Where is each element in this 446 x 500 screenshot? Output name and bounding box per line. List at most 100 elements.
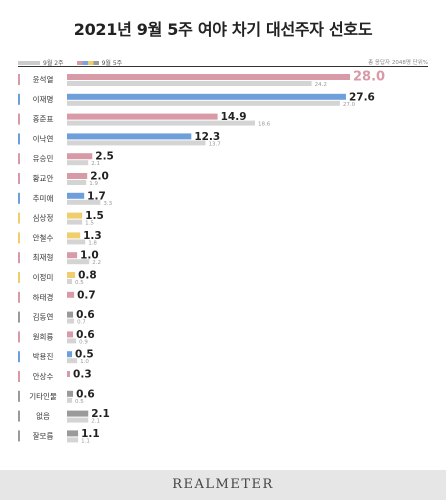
row-13-value-current: 0.6	[76, 329, 95, 341]
row-12-bar-previous	[67, 318, 75, 324]
row-17-value-previous: 2.1	[91, 419, 100, 425]
row-16-bar-current	[67, 390, 74, 397]
row-5-value-current: 2.0	[90, 171, 109, 183]
row-14-value-current: 0.5	[75, 349, 94, 361]
row-4-category-label: 유승민	[33, 153, 54, 163]
row-9-bar-previous	[67, 259, 90, 265]
row-18-bar-current	[67, 430, 79, 437]
row-14-value-previous: 1.0	[80, 359, 89, 365]
row-12-value-previous: 0.7	[77, 320, 86, 326]
row-3-value-previous: 13.7	[208, 141, 221, 147]
row-7-category-label: 심상정	[33, 213, 54, 223]
row-11-category-label: 하태경	[33, 292, 54, 302]
row-6-value-current: 1.7	[87, 190, 106, 202]
row-0-bar-previous	[67, 81, 312, 86]
respondent-note: 총 응답자 2048명 단위%	[368, 60, 428, 66]
row-13-value-previous: 0.9	[79, 339, 88, 345]
row-15-stripe	[18, 371, 20, 382]
row-13-category-label: 원희룡	[33, 331, 54, 341]
row-13-stripe	[18, 331, 20, 343]
row-11-stripe	[18, 291, 20, 303]
row-1-bar-previous	[67, 100, 340, 106]
row-7-stripe	[18, 212, 20, 224]
row-7-value-previous: 1.5	[85, 221, 94, 227]
row-12-value-current: 0.6	[76, 309, 95, 321]
row-15-bar-current	[67, 371, 71, 377]
row-8-stripe	[18, 232, 20, 244]
row-14-category-label: 박용진	[33, 351, 54, 361]
row-2-value-previous: 18.6	[258, 122, 271, 128]
row-3-bar-previous	[67, 140, 206, 146]
row-5-bar-previous	[67, 180, 87, 185]
row-9-bar-current	[67, 252, 78, 259]
row-3-value-current: 12.3	[194, 131, 220, 143]
chart-title: 2021년 9월 5주 여야 차기 대선주자 선호도	[73, 20, 373, 39]
row-12-bar-current	[67, 311, 74, 318]
row-17-stripe	[18, 410, 20, 422]
row-16-category-label: 기타인물	[29, 391, 57, 401]
row-17-value-current: 2.1	[91, 408, 110, 420]
row-9-stripe	[18, 252, 20, 264]
row-14-bar-previous	[67, 358, 78, 364]
row-17-category-label: 없음	[36, 412, 50, 421]
row-8-value-previous: 1.8	[88, 240, 97, 246]
row-18-value-current: 1.1	[81, 428, 100, 440]
footer-logo: REALMETER	[172, 477, 274, 492]
row-0-value-previous: 24.2	[315, 82, 327, 88]
row-8-category-label: 안철수	[33, 232, 54, 242]
row-1-stripe	[18, 93, 20, 105]
row-10-value-previous: 0.5	[75, 280, 84, 286]
row-3-bar-current	[67, 133, 192, 140]
row-14-bar-current	[67, 351, 73, 358]
row-5-category-label: 황교안	[33, 173, 54, 183]
row-8-value-current: 1.3	[83, 230, 102, 242]
row-1-category-label: 이재명	[33, 94, 54, 104]
row-17-bar-previous	[67, 417, 89, 423]
row-5-bar-current	[67, 173, 88, 179]
row-6-stripe	[18, 192, 20, 204]
row-6-bar-previous	[67, 199, 101, 205]
row-18-value-previous: 1.1	[81, 438, 90, 444]
row-0-value-current: 28.0	[353, 70, 385, 85]
row-3-category-label: 이낙연	[33, 133, 54, 143]
row-9-value-previous: 2.2	[92, 260, 101, 266]
row-11-bar-current	[67, 291, 75, 298]
legend-cur-label: 9월 5주	[101, 60, 123, 67]
row-2-bar-current	[67, 113, 218, 120]
row-10-bar-previous	[67, 279, 73, 284]
row-18-bar-previous	[67, 437, 79, 443]
row-15-value-current: 0.3	[73, 369, 92, 381]
row-10-category-label: 이정미	[33, 272, 54, 282]
row-2-stripe	[18, 113, 20, 125]
row-18-category-label: 잘모름	[33, 431, 54, 440]
row-4-bar-current	[67, 153, 93, 160]
row-9-category-label: 최재형	[33, 252, 54, 262]
row-6-bar-current	[67, 192, 85, 199]
row-4-bar-previous	[67, 160, 89, 166]
row-12-category-label: 김동연	[33, 312, 54, 322]
row-5-stripe	[18, 173, 20, 184]
row-1-value-previous: 27.0	[343, 102, 356, 108]
row-4-stripe	[18, 153, 20, 165]
row-13-bar-previous	[67, 338, 77, 344]
row-10-stripe	[18, 272, 20, 283]
row-8-bar-previous	[67, 239, 86, 245]
row-1-value-current: 27.6	[349, 91, 375, 103]
row-12-stripe	[18, 311, 20, 323]
legend-prev-label: 9월 2주	[43, 60, 64, 67]
row-9-value-current: 1.0	[80, 250, 99, 262]
row-7-bar-previous	[67, 219, 83, 225]
row-10-bar-current	[67, 272, 76, 278]
row-3-stripe	[18, 133, 20, 145]
row-6-category-label: 추미애	[33, 194, 54, 203]
row-7-value-current: 1.5	[85, 210, 104, 222]
row-5-value-previous: 1.9	[89, 181, 98, 187]
row-0-stripe	[18, 74, 20, 85]
row-10-value-current: 0.8	[78, 270, 97, 282]
row-4-value-previous: 2.1	[91, 161, 100, 167]
footer: REALMETER	[0, 470, 446, 500]
row-0-bar-current	[67, 74, 350, 80]
row-18-stripe	[18, 430, 20, 442]
row-1-bar-current	[67, 93, 346, 100]
